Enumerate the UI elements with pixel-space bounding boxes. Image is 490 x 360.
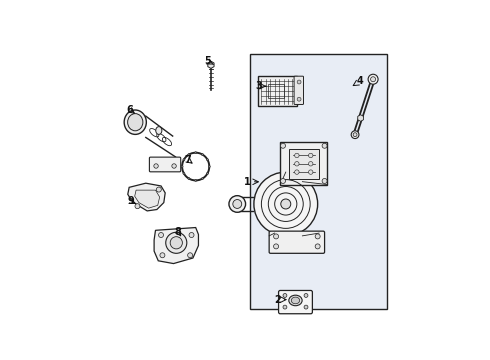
FancyBboxPatch shape: [289, 149, 319, 179]
Circle shape: [280, 143, 286, 148]
Ellipse shape: [124, 110, 147, 134]
Circle shape: [283, 293, 287, 297]
Circle shape: [283, 305, 287, 309]
FancyBboxPatch shape: [280, 141, 327, 185]
Ellipse shape: [127, 114, 143, 131]
Circle shape: [370, 77, 376, 82]
Circle shape: [353, 133, 357, 136]
FancyBboxPatch shape: [279, 291, 313, 314]
Bar: [250, 54, 387, 309]
Circle shape: [206, 172, 208, 175]
Circle shape: [309, 170, 313, 174]
Circle shape: [159, 233, 164, 238]
Text: 7: 7: [184, 155, 191, 165]
Ellipse shape: [289, 295, 302, 306]
Circle shape: [315, 244, 320, 249]
Polygon shape: [135, 190, 160, 208]
Circle shape: [294, 162, 299, 166]
Circle shape: [309, 162, 313, 166]
Circle shape: [189, 233, 194, 238]
Circle shape: [294, 153, 299, 158]
FancyBboxPatch shape: [258, 76, 297, 107]
Circle shape: [166, 232, 187, 253]
Circle shape: [294, 170, 299, 174]
Circle shape: [273, 244, 279, 249]
Circle shape: [183, 172, 185, 175]
Circle shape: [188, 177, 190, 180]
Circle shape: [322, 143, 327, 148]
Text: 8: 8: [174, 227, 181, 237]
Text: 9: 9: [127, 196, 134, 206]
Ellipse shape: [156, 127, 162, 134]
Circle shape: [304, 305, 308, 309]
Circle shape: [195, 179, 196, 181]
Circle shape: [281, 199, 291, 209]
Circle shape: [135, 204, 140, 209]
Circle shape: [201, 177, 203, 180]
Circle shape: [351, 131, 359, 139]
Circle shape: [170, 237, 182, 249]
Circle shape: [297, 97, 301, 101]
Circle shape: [280, 179, 286, 184]
Circle shape: [229, 196, 245, 212]
Text: 2: 2: [274, 294, 281, 305]
Text: 5: 5: [204, 56, 211, 66]
Circle shape: [188, 154, 190, 156]
Circle shape: [188, 253, 193, 258]
Polygon shape: [128, 183, 165, 211]
Polygon shape: [154, 228, 198, 264]
Circle shape: [183, 159, 185, 161]
Circle shape: [172, 164, 176, 168]
Circle shape: [233, 199, 242, 208]
Circle shape: [154, 164, 158, 168]
Text: 1: 1: [244, 177, 251, 187]
FancyBboxPatch shape: [149, 157, 181, 172]
Text: 3: 3: [255, 81, 262, 91]
Circle shape: [368, 74, 378, 84]
Text: 6: 6: [126, 105, 133, 115]
Circle shape: [315, 234, 320, 239]
Circle shape: [181, 166, 183, 167]
Circle shape: [160, 253, 165, 258]
Text: 4: 4: [356, 76, 363, 86]
Circle shape: [322, 179, 327, 184]
Circle shape: [273, 234, 279, 239]
Circle shape: [201, 154, 203, 156]
Circle shape: [206, 159, 208, 161]
FancyBboxPatch shape: [294, 76, 303, 104]
Circle shape: [309, 153, 313, 158]
Ellipse shape: [292, 297, 300, 304]
Circle shape: [195, 152, 196, 154]
FancyBboxPatch shape: [269, 231, 324, 253]
Circle shape: [304, 293, 308, 297]
Circle shape: [156, 187, 161, 192]
Circle shape: [297, 80, 301, 84]
Circle shape: [208, 166, 210, 167]
Circle shape: [254, 172, 318, 236]
